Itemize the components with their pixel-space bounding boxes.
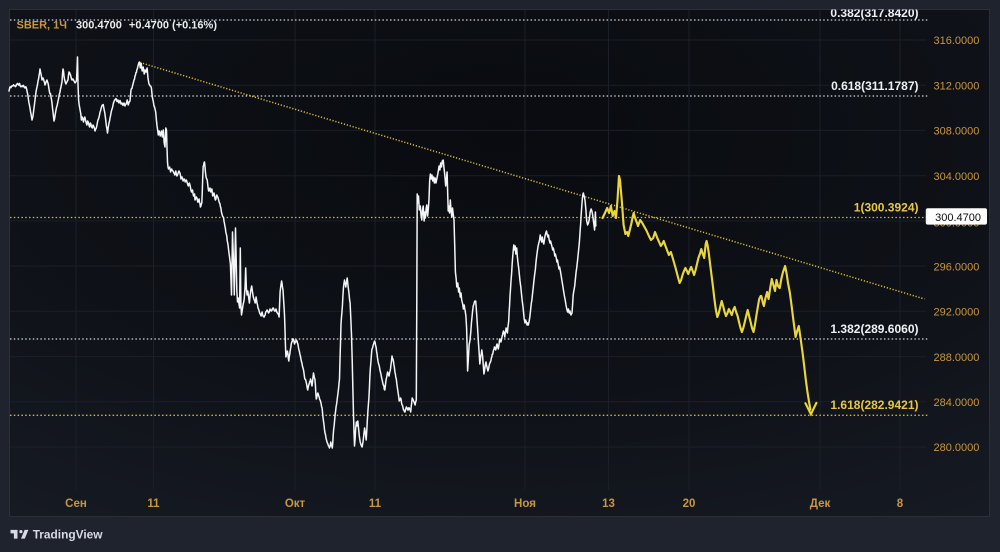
svg-text:1.618(282.9421): 1.618(282.9421) [830, 398, 918, 412]
svg-text:312.0000: 312.0000 [934, 80, 980, 92]
svg-text:288.0000: 288.0000 [934, 352, 980, 364]
svg-text:296.0000: 296.0000 [934, 261, 980, 273]
svg-text:0.382(317.8420): 0.382(317.8420) [830, 6, 918, 20]
svg-text:316.0000: 316.0000 [934, 35, 980, 47]
svg-text:11: 11 [369, 498, 382, 510]
svg-text:20: 20 [683, 498, 696, 510]
svg-text:1(300.3924): 1(300.3924) [854, 200, 919, 214]
svg-text:1.382(289.6060): 1.382(289.6060) [830, 322, 918, 336]
svg-text:284.0000: 284.0000 [934, 397, 980, 409]
svg-text:Окт: Окт [285, 498, 306, 510]
svg-text:280.0000: 280.0000 [934, 442, 980, 454]
svg-text:TradingView: TradingView [33, 528, 104, 542]
svg-text:308.0000: 308.0000 [934, 126, 980, 138]
svg-text:Сен: Сен [65, 498, 87, 510]
svg-text:0.618(311.1787): 0.618(311.1787) [831, 79, 918, 93]
svg-text:8: 8 [897, 498, 904, 510]
svg-text:13: 13 [602, 498, 615, 510]
svg-text:11: 11 [147, 498, 160, 510]
svg-text:304.0000: 304.0000 [934, 171, 980, 183]
svg-text:Ноя: Ноя [514, 498, 536, 510]
svg-text:300.4700: 300.4700 [935, 212, 981, 224]
svg-text:Дек: Дек [810, 498, 831, 510]
svg-text:292.0000: 292.0000 [934, 307, 980, 319]
